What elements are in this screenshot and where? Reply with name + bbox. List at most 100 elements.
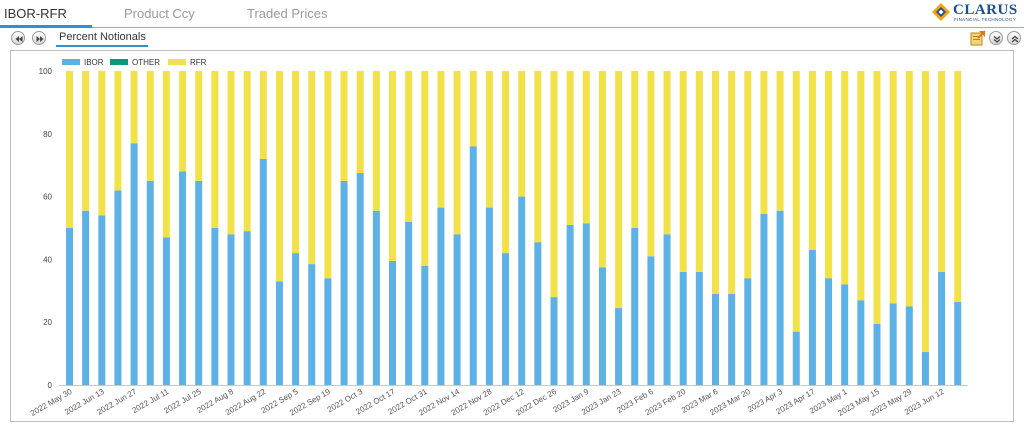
bar-rfr-19[interactable] (372, 71, 380, 211)
bar-rfr-51[interactable] (889, 71, 897, 304)
bar-ibor-12[interactable] (259, 158, 267, 385)
collapse-button[interactable] (989, 31, 1003, 45)
bar-ibor-35[interactable] (631, 228, 639, 385)
bar-rfr-9[interactable] (211, 71, 219, 228)
bar-rfr-6[interactable] (162, 71, 170, 238)
bar-rfr-26[interactable] (485, 71, 493, 208)
bar-rfr-38[interactable] (679, 71, 687, 272)
bar-ibor-40[interactable] (712, 293, 719, 385)
bar-ibor-3[interactable] (114, 190, 122, 385)
bar-ibor-22[interactable] (421, 265, 429, 385)
bar-rfr-7[interactable] (179, 71, 187, 172)
tab-product-ccy[interactable]: Product Ccy (124, 6, 195, 21)
bar-rfr-48[interactable] (841, 71, 849, 285)
bar-rfr-21[interactable] (405, 71, 413, 222)
legend-label-other[interactable]: OTHER (132, 58, 160, 67)
bar-ibor-24[interactable] (453, 234, 461, 385)
bar-ibor-21[interactable] (405, 221, 413, 385)
tab-traded-prices[interactable]: Traded Prices (247, 6, 328, 21)
bar-rfr-35[interactable] (631, 71, 639, 228)
bar-ibor-19[interactable] (372, 210, 380, 385)
bar-ibor-55[interactable] (954, 301, 962, 385)
bar-rfr-2[interactable] (98, 71, 106, 216)
bar-rfr-47[interactable] (825, 71, 833, 279)
bar-ibor-44[interactable] (776, 210, 784, 385)
bar-ibor-23[interactable] (437, 207, 445, 385)
bar-ibor-45[interactable] (792, 331, 800, 385)
expand-button[interactable] (1007, 31, 1021, 45)
bar-rfr-49[interactable] (857, 71, 865, 301)
bar-ibor-18[interactable] (356, 173, 364, 385)
export-icon[interactable] (970, 30, 986, 46)
bar-rfr-32[interactable] (582, 71, 590, 224)
bar-ibor-50[interactable] (873, 323, 881, 385)
bar-ibor-8[interactable] (195, 180, 203, 385)
bar-rfr-41[interactable] (728, 71, 736, 294)
rewind-button[interactable] (11, 31, 25, 45)
bar-rfr-23[interactable] (437, 71, 445, 208)
bar-ibor-38[interactable] (679, 271, 687, 385)
legend-swatch-rfr[interactable] (168, 59, 186, 65)
bar-ibor-51[interactable] (889, 303, 897, 385)
bar-ibor-31[interactable] (566, 224, 574, 385)
bar-ibor-29[interactable] (534, 242, 542, 385)
bar-ibor-5[interactable] (146, 180, 154, 385)
bar-rfr-25[interactable] (469, 71, 477, 147)
bar-ibor-14[interactable] (292, 253, 300, 385)
bar-ibor-54[interactable] (938, 271, 946, 385)
bar-rfr-44[interactable] (776, 71, 784, 211)
bar-rfr-52[interactable] (905, 71, 913, 307)
bar-rfr-54[interactable] (938, 71, 946, 272)
bar-rfr-40[interactable] (712, 71, 719, 294)
bar-rfr-10[interactable] (227, 71, 235, 235)
bar-ibor-33[interactable] (598, 267, 606, 385)
bar-ibor-32[interactable] (582, 223, 590, 385)
legend-swatch-ibor[interactable] (62, 59, 80, 65)
bar-ibor-36[interactable] (647, 256, 655, 385)
bar-rfr-30[interactable] (550, 71, 558, 298)
bar-ibor-37[interactable] (663, 234, 671, 385)
bar-rfr-28[interactable] (518, 71, 526, 197)
bar-ibor-48[interactable] (841, 284, 849, 385)
bar-ibor-2[interactable] (98, 215, 106, 385)
fast-forward-button[interactable] (32, 31, 46, 45)
bar-rfr-42[interactable] (744, 71, 752, 279)
bar-rfr-15[interactable] (308, 71, 316, 265)
bar-ibor-20[interactable] (389, 260, 396, 385)
bar-ibor-53[interactable] (921, 352, 929, 385)
bar-ibor-7[interactable] (179, 171, 187, 385)
bar-ibor-49[interactable] (857, 300, 865, 385)
bar-rfr-29[interactable] (534, 71, 542, 243)
bar-rfr-33[interactable] (598, 71, 606, 268)
bar-rfr-5[interactable] (146, 71, 154, 181)
bar-ibor-6[interactable] (162, 237, 170, 385)
bar-ibor-46[interactable] (808, 249, 816, 385)
legend-label-ibor[interactable]: IBOR (84, 58, 104, 67)
bar-rfr-0[interactable] (66, 71, 73, 228)
bar-ibor-0[interactable] (66, 228, 73, 385)
bar-ibor-16[interactable] (324, 278, 332, 385)
bar-ibor-28[interactable] (518, 196, 526, 385)
bar-ibor-26[interactable] (485, 207, 493, 385)
legend-swatch-other[interactable] (110, 59, 128, 65)
bar-rfr-43[interactable] (760, 71, 768, 214)
bar-rfr-18[interactable] (356, 71, 364, 174)
bar-rfr-39[interactable] (695, 71, 703, 272)
bar-ibor-41[interactable] (728, 293, 736, 385)
bar-ibor-1[interactable] (82, 210, 90, 385)
bar-ibor-27[interactable] (502, 253, 510, 385)
bar-rfr-20[interactable] (389, 71, 396, 261)
tab-ibor-rfr[interactable]: IBOR-RFR (4, 6, 67, 21)
bar-rfr-8[interactable] (195, 71, 203, 181)
bar-ibor-39[interactable] (695, 271, 703, 385)
bar-ibor-42[interactable] (744, 278, 752, 385)
bar-ibor-25[interactable] (469, 146, 477, 385)
bar-ibor-34[interactable] (615, 308, 623, 385)
bar-rfr-31[interactable] (566, 71, 574, 225)
bar-rfr-1[interactable] (82, 71, 90, 211)
bar-rfr-12[interactable] (259, 71, 267, 159)
bar-rfr-55[interactable] (954, 71, 962, 302)
bar-rfr-3[interactable] (114, 71, 122, 191)
bar-rfr-17[interactable] (340, 71, 348, 181)
tab-percent-notionals[interactable]: Percent Notionals (59, 31, 146, 43)
